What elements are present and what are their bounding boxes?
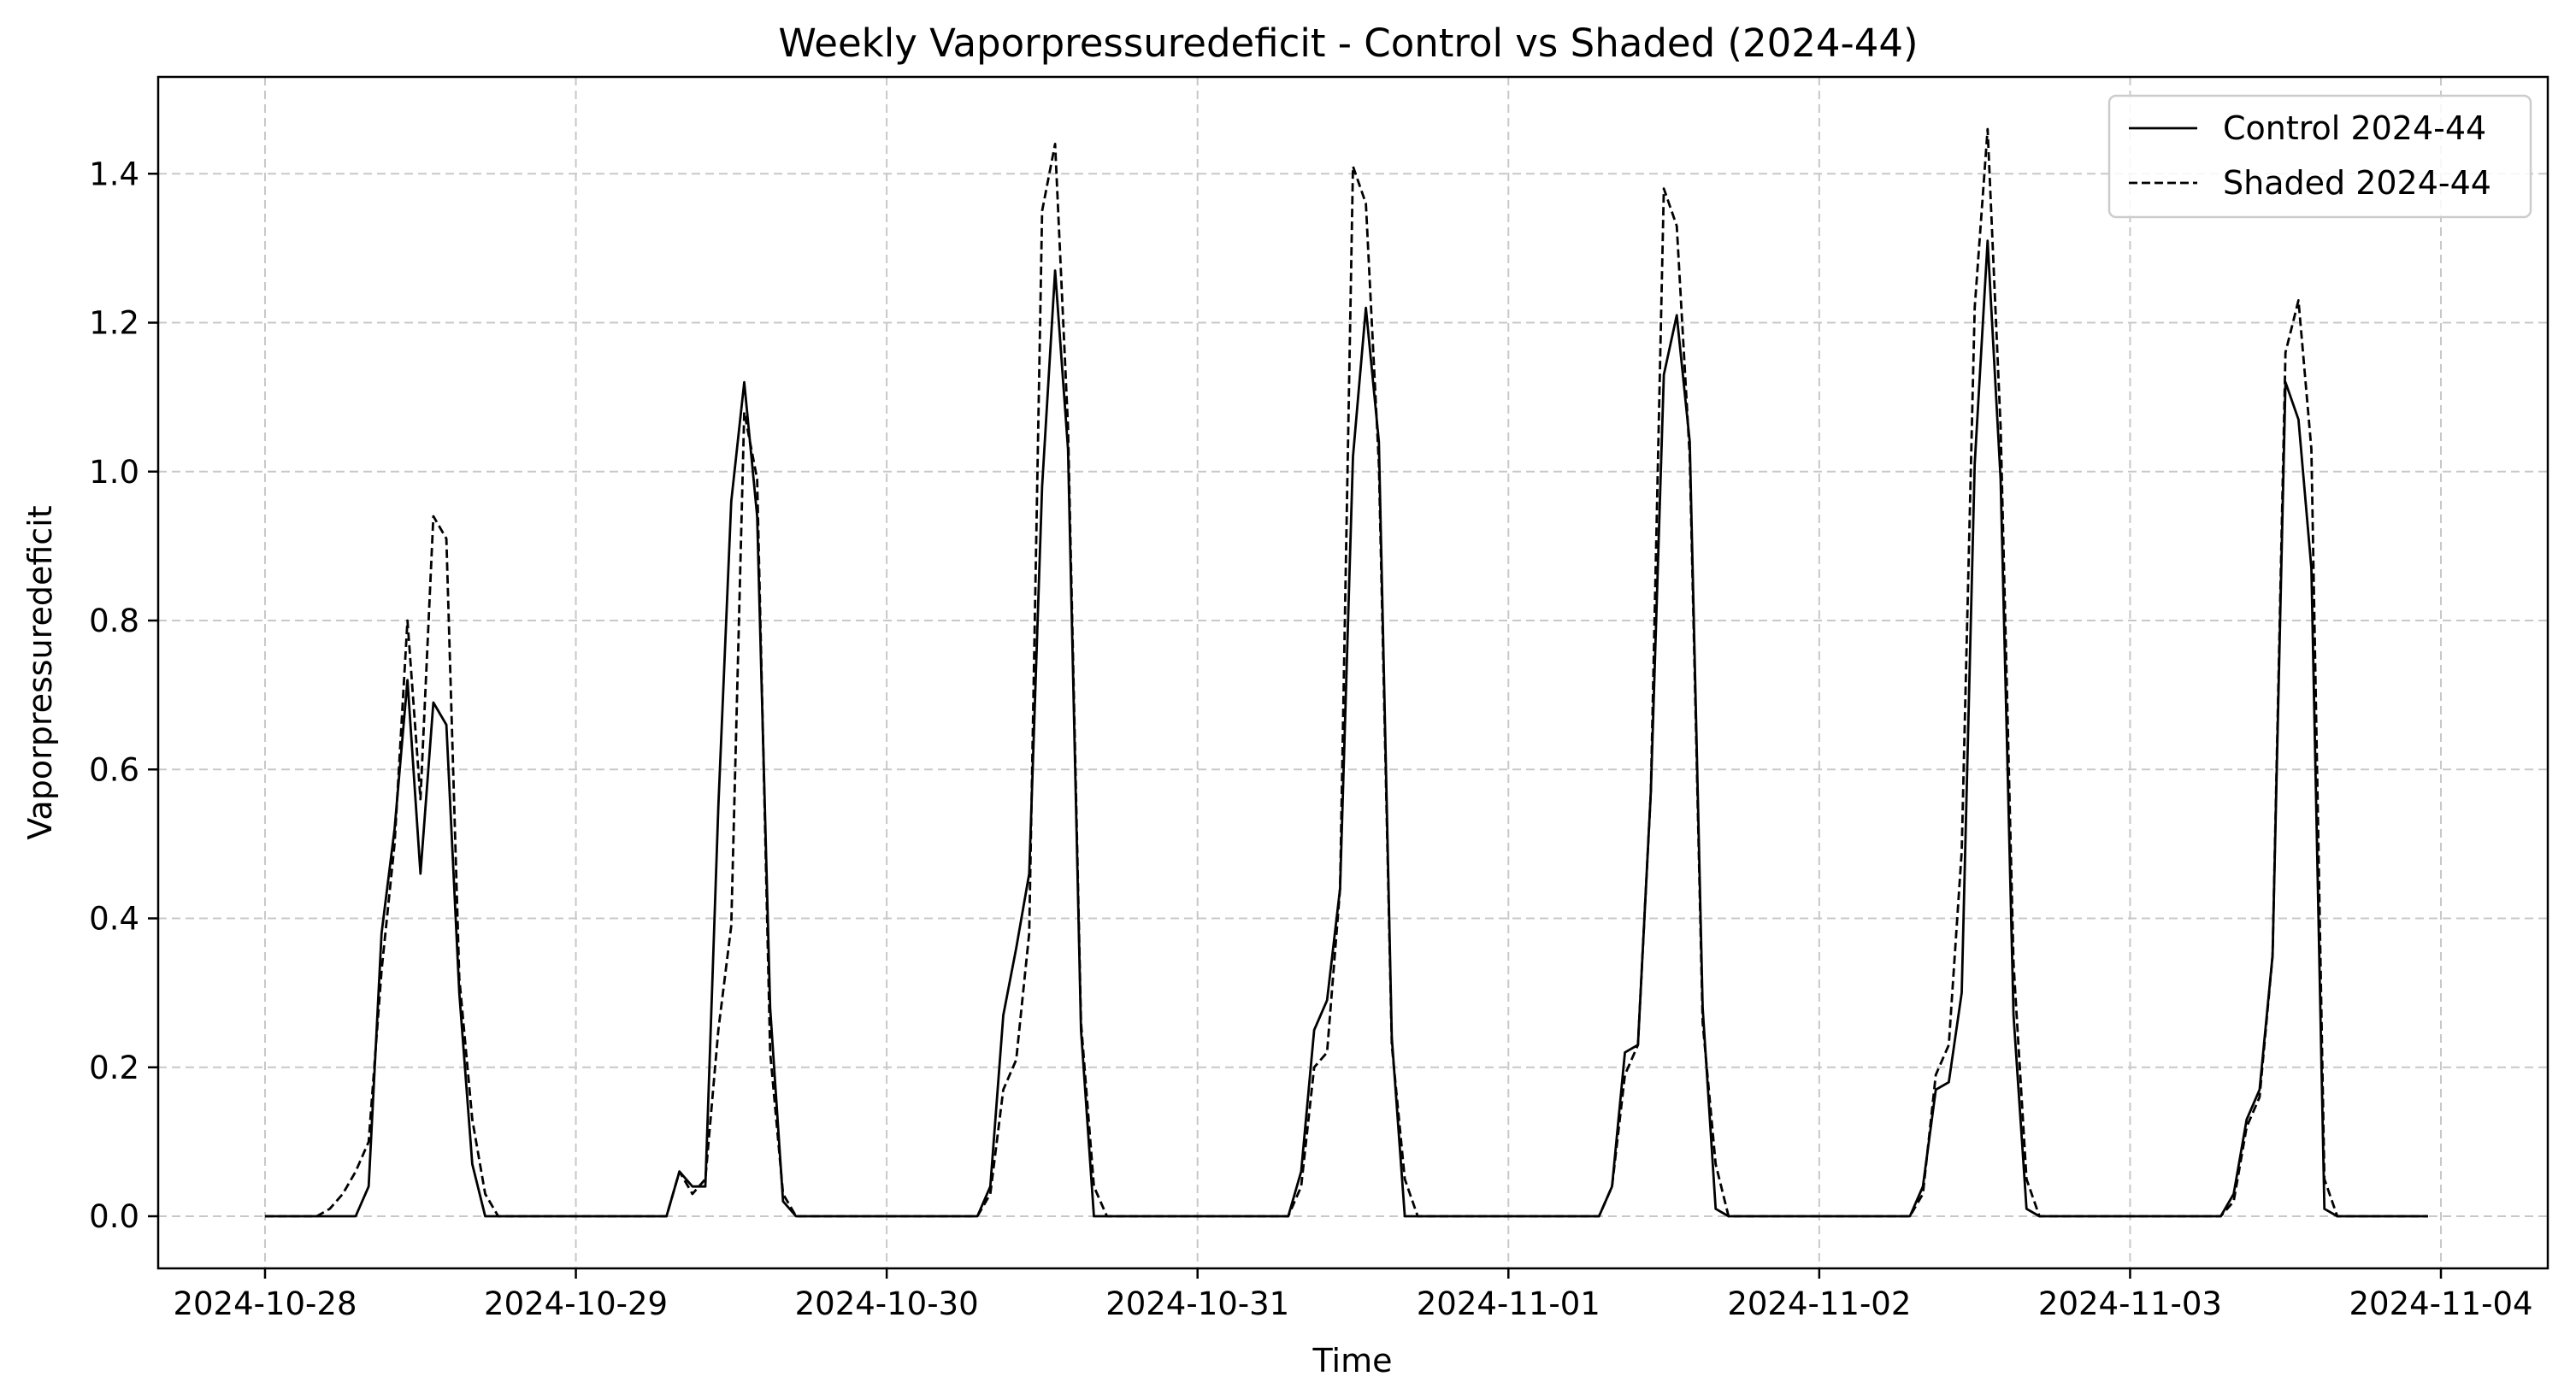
series-lines bbox=[265, 127, 2428, 1218]
x-tick-label: 2024-10-28 bbox=[173, 1285, 357, 1322]
x-tick-label: 2024-11-01 bbox=[1417, 1285, 1600, 1322]
y-tick-label: 1.2 bbox=[89, 305, 139, 342]
x-axis-ticks: 2024-10-28 2024-10-29 2024-10-30 2024-10-31… bbox=[173, 1268, 2533, 1322]
legend-label-control: Control 2024-44 bbox=[2223, 109, 2486, 147]
legend-label-shaded: Shaded 2024-44 bbox=[2223, 164, 2491, 202]
x-tick-label: 2024-11-03 bbox=[2038, 1285, 2222, 1322]
x-tick-label: 2024-10-31 bbox=[1105, 1285, 1289, 1322]
x-tick-label: 2024-11-04 bbox=[2349, 1285, 2533, 1322]
y-axis-ticks: 0.0 0.2 0.4 0.6 0.8 1.0 1.2 1.4 bbox=[89, 156, 158, 1235]
y-axis-label: Vaporpressuredeficit bbox=[21, 505, 59, 839]
y-tick-label: 1.4 bbox=[89, 156, 139, 192]
x-axis-label: Time bbox=[1312, 1342, 1393, 1379]
plot-frame bbox=[156, 75, 2549, 1270]
y-tick-label: 0.8 bbox=[89, 603, 139, 639]
series-line-shaded bbox=[265, 127, 2428, 1218]
y-tick-label: 0.6 bbox=[89, 751, 139, 788]
y-tick-label: 0.2 bbox=[89, 1050, 139, 1086]
x-tick-label: 2024-10-30 bbox=[795, 1285, 979, 1322]
y-tick-label: 0.0 bbox=[89, 1198, 139, 1235]
chart-title: Weekly Vaporpressuredeficit - Control vs… bbox=[778, 21, 1918, 66]
x-tick-label: 2024-10-29 bbox=[484, 1285, 668, 1322]
x-tick-label: 2024-11-02 bbox=[1727, 1285, 1911, 1322]
y-tick-label: 1.0 bbox=[89, 454, 139, 491]
y-tick-label: 0.4 bbox=[89, 901, 139, 938]
legend: Control 2024-44 Shaded 2024-44 bbox=[2107, 94, 2532, 219]
legend-box bbox=[2107, 94, 2532, 219]
